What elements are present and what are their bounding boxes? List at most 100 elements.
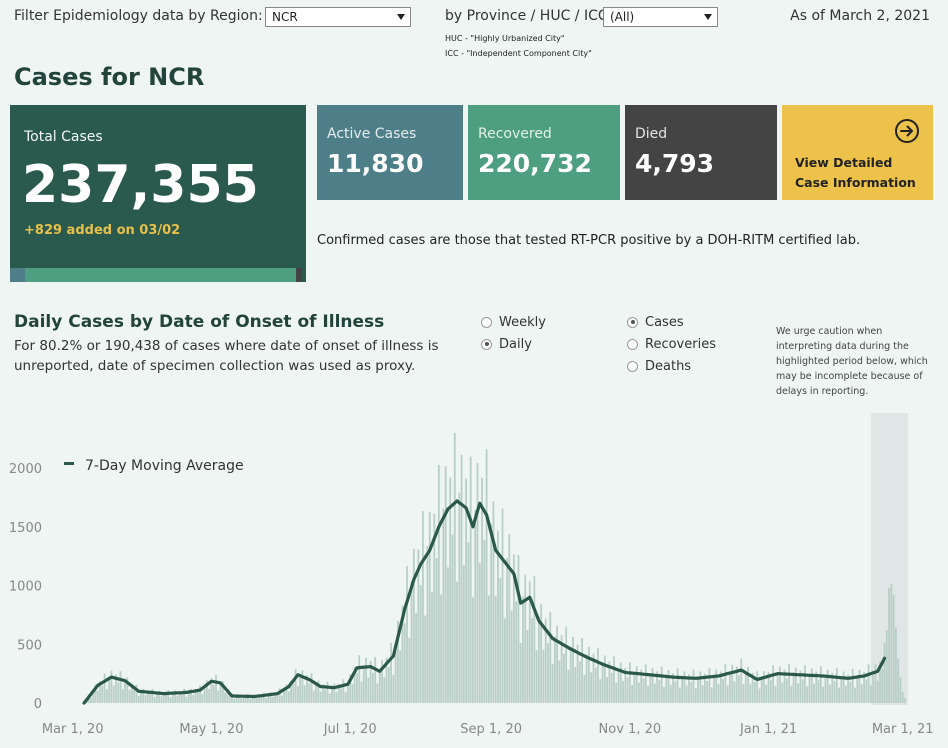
daily-bar	[158, 690, 161, 703]
daily-bar	[187, 691, 190, 703]
daily-bar	[801, 679, 804, 703]
chart-legend: 7-Day Moving Average	[64, 458, 244, 474]
daily-cases-chart: 0 500 1000 1500 2000 Mar 1, 20 May 1, 20 Jul 1…	[9, 413, 934, 737]
daily-bar	[249, 699, 252, 703]
daily-bar	[381, 660, 383, 703]
daily-bar	[535, 650, 538, 703]
daily-bar	[474, 509, 477, 703]
province-select[interactable]: (All)	[603, 7, 718, 27]
daily-bar	[526, 630, 529, 703]
radio-dot	[627, 338, 638, 350]
daily-bar	[315, 682, 317, 703]
radio-label: Deaths	[645, 358, 692, 374]
daily-bar	[240, 698, 242, 703]
caution-note: We urge caution when interpreting data d…	[776, 326, 928, 397]
daily-bar	[458, 492, 461, 703]
daily-bar	[406, 566, 408, 703]
daily-bar	[462, 565, 465, 703]
daily-bar	[713, 675, 715, 703]
daily-bar	[426, 546, 429, 703]
daily-bar	[512, 554, 515, 703]
daily-bar	[644, 664, 647, 703]
daily-bar	[838, 687, 840, 703]
active-cases-card[interactable]: Active Cases 11,830	[317, 105, 463, 200]
province-filter-label: by Province / HUC / ICC:	[445, 8, 613, 24]
daily-bar	[744, 671, 747, 703]
daily-bar	[772, 665, 775, 703]
radio-label: Recoveries	[645, 336, 716, 352]
daily-bar	[681, 676, 684, 703]
daily-bar	[365, 657, 367, 703]
daily-bar	[267, 694, 270, 703]
daily-bar	[756, 671, 759, 703]
daily-bar	[326, 681, 329, 703]
daily-bar	[635, 666, 638, 703]
radio-cases[interactable]: Cases	[627, 312, 716, 332]
x-tick-label: Nov 1, 20	[599, 722, 662, 737]
radio-deaths[interactable]: Deaths	[627, 356, 716, 376]
daily-bar	[335, 691, 338, 703]
daily-bar	[824, 674, 827, 703]
daily-bar	[531, 618, 533, 703]
radio-recoveries[interactable]: Recoveries	[627, 334, 716, 354]
radio-daily[interactable]: Daily	[481, 334, 546, 354]
daily-bar	[415, 613, 418, 703]
daily-bar	[569, 646, 572, 703]
daily-bar	[319, 691, 322, 703]
daily-bar	[501, 508, 504, 703]
daily-bar	[99, 681, 101, 703]
daily-bar	[403, 623, 406, 703]
view-detailed-button[interactable]: View Detailed Case Information	[782, 105, 933, 200]
daily-bar	[649, 673, 652, 703]
chevron-down-icon	[704, 14, 712, 20]
region-select[interactable]: NCR	[265, 7, 411, 27]
region-select-value: NCR	[272, 10, 298, 24]
daily-bar	[212, 684, 215, 703]
daily-bar	[472, 597, 474, 703]
daily-bar	[578, 661, 581, 703]
daily-bar	[895, 627, 897, 703]
daily-bar	[246, 694, 249, 703]
daily-bar	[638, 682, 640, 703]
daily-bar	[722, 679, 724, 703]
daily-bar	[469, 456, 472, 703]
daily-bar	[133, 690, 136, 703]
daily-bar	[765, 684, 768, 703]
daily-bar	[731, 664, 734, 703]
daily-bar	[208, 689, 211, 703]
daily-bar	[726, 685, 729, 703]
icc-note: ICC - "Independent Component City"	[445, 49, 592, 58]
daily-bar	[110, 670, 113, 703]
active-cases-label: Active Cases	[327, 126, 417, 142]
daily-bar	[103, 673, 106, 703]
daily-bar	[117, 682, 120, 703]
daily-bar	[390, 642, 392, 703]
daily-bar	[574, 666, 577, 703]
view-detailed-label: View Detailed Case Information	[795, 155, 916, 190]
daily-bar	[321, 684, 324, 703]
daily-bar	[656, 671, 659, 703]
daily-bar	[537, 616, 540, 703]
daily-bar	[180, 694, 183, 703]
daily-bar	[694, 688, 697, 703]
y-tick-label: 2000	[9, 462, 42, 477]
daily-bar	[588, 646, 590, 703]
daily-bar	[344, 692, 347, 703]
daily-bar	[660, 666, 663, 703]
daily-bar	[144, 695, 147, 703]
active-cases-value: 11,830	[327, 149, 424, 178]
daily-bar	[592, 653, 595, 703]
recovered-card[interactable]: Recovered 220,732	[468, 105, 620, 200]
daily-bar	[804, 665, 806, 703]
daily-bar	[792, 673, 795, 703]
daily-bar	[785, 678, 788, 703]
radio-weekly[interactable]: Weekly	[481, 312, 546, 332]
daily-bar	[262, 692, 265, 703]
died-label: Died	[635, 126, 668, 142]
daily-bar	[108, 677, 111, 703]
daily-bar	[296, 686, 299, 703]
daily-bar	[146, 690, 149, 703]
died-card[interactable]: Died 4,793	[625, 105, 777, 200]
radio-dot	[627, 360, 638, 372]
daily-bar	[572, 636, 574, 703]
